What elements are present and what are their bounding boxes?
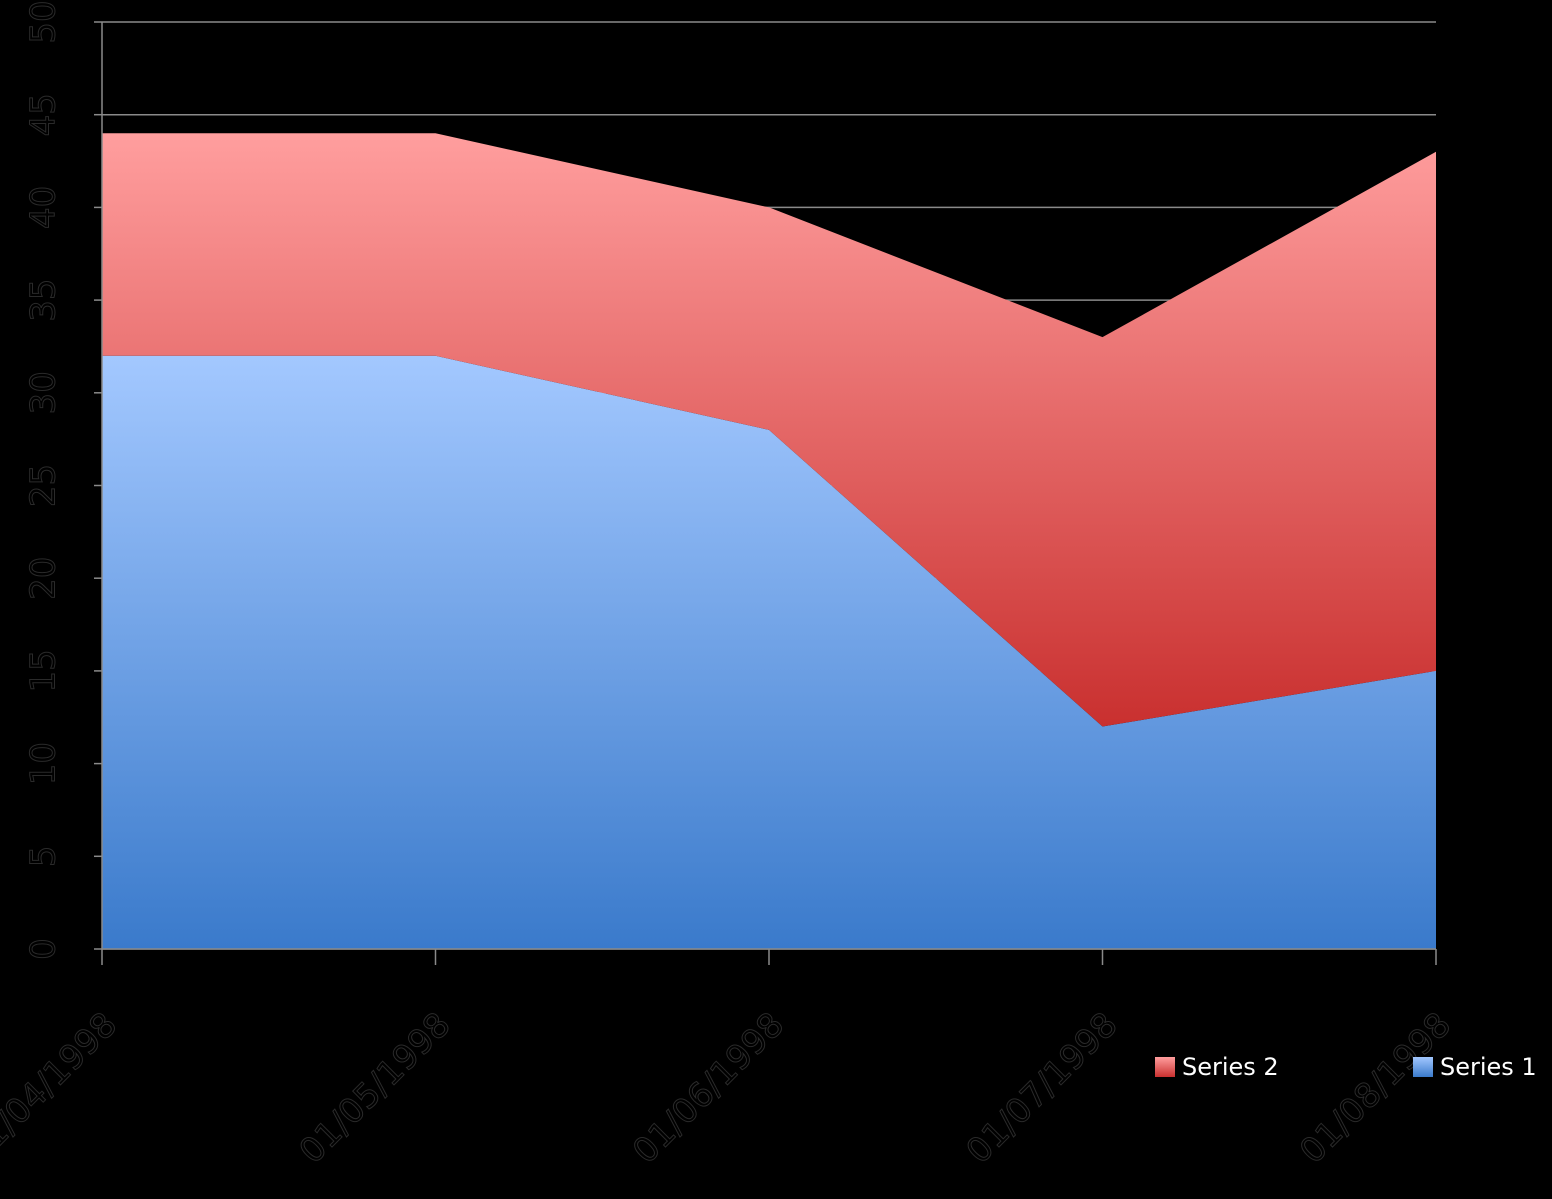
y-tick-label: 25 xyxy=(24,464,64,507)
x-tick-label: 01/07/1998 xyxy=(959,1005,1126,1172)
x-tick-label: 01/06/1998 xyxy=(625,1005,792,1172)
legend-swatch xyxy=(1413,1057,1433,1077)
y-tick-label: 45 xyxy=(24,93,64,136)
y-tick-label: 35 xyxy=(24,278,64,321)
x-tick-label: 01/08/1998 xyxy=(1292,1005,1459,1172)
y-tick-label: 30 xyxy=(24,371,64,414)
x-tick-label: 01/04/1998 xyxy=(0,1005,125,1172)
y-tick-label: 40 xyxy=(24,186,64,229)
x-tick-label: 01/05/1998 xyxy=(292,1005,459,1172)
y-tick-label: 50 xyxy=(24,0,64,43)
y-tick-label: 20 xyxy=(24,557,64,600)
legend-swatch xyxy=(1155,1057,1175,1077)
area xyxy=(102,355,1436,950)
y-tick-label: 0 xyxy=(24,938,64,960)
y-tick-label: 15 xyxy=(24,649,64,692)
area xyxy=(102,133,1436,727)
legend-label: Series 1 xyxy=(1440,1053,1537,1081)
y-tick-label: 10 xyxy=(24,742,64,785)
legend-label: Series 2 xyxy=(1182,1053,1279,1081)
y-tick-label: 5 xyxy=(24,845,64,867)
